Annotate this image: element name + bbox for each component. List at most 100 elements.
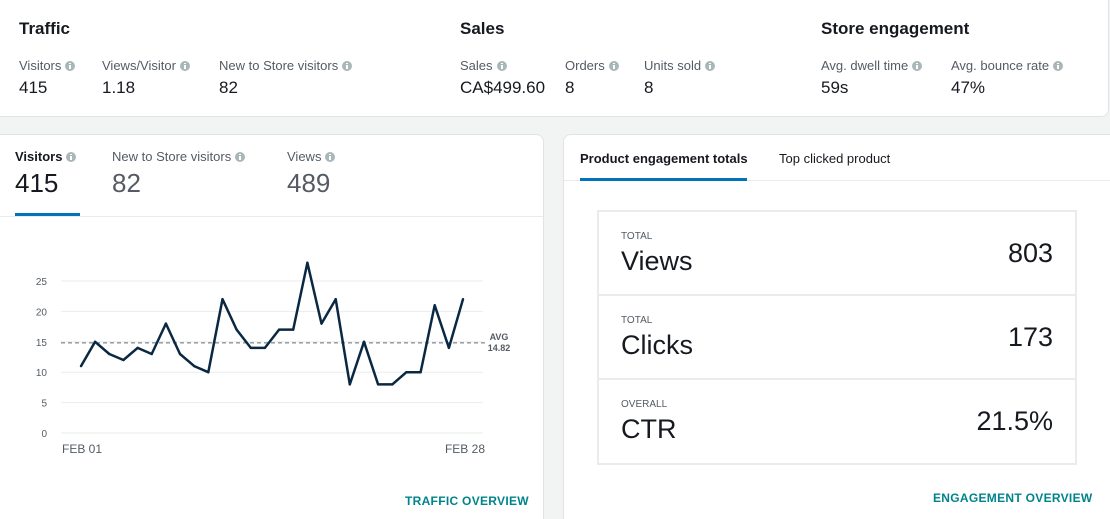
metric-value: 59s <box>821 78 849 97</box>
data-point <box>320 322 323 325</box>
metric-orders: Orders 8 <box>565 58 619 98</box>
y-tick-label: 0 <box>41 429 47 440</box>
visitors-series-line <box>79 261 465 386</box>
data-point <box>362 340 366 343</box>
data-point <box>164 322 168 325</box>
metric-value: 8 <box>644 78 654 97</box>
sales-section-title: Sales <box>460 19 505 38</box>
data-point <box>249 346 252 350</box>
metric-value: 82 <box>219 78 238 97</box>
metric-label: Units sold <box>644 58 702 73</box>
data-point <box>292 328 295 331</box>
total-eyebrow: TOTAL <box>621 231 653 242</box>
metric-label: Visitors <box>19 58 62 73</box>
tab-value: 415 <box>15 168 59 198</box>
store-engagement-section-title: Store engagement <box>821 19 970 38</box>
total-row-ctr: OVERALL CTR 21.5% <box>599 380 1075 464</box>
totals-box: TOTAL Views 803 TOTAL Clicks 173 OVERALL… <box>597 210 1077 465</box>
total-row-views: TOTAL Views 803 <box>599 212 1075 296</box>
data-point <box>306 261 309 264</box>
metric-label: Orders <box>565 58 605 73</box>
tab-new-to-store-visitors[interactable]: New to Store visitors 82 <box>112 149 246 199</box>
tab-views[interactable]: Views 489 <box>287 149 336 199</box>
metric-label: Sales <box>460 58 493 73</box>
metric-value: 415 <box>19 78 48 97</box>
data-point <box>461 298 465 301</box>
metric-value: 8 <box>565 78 575 97</box>
data-point <box>277 328 281 331</box>
metric-value: 47% <box>951 78 986 97</box>
total-eyebrow: TOTAL <box>621 315 653 326</box>
tab-product-engagement-totals[interactable]: Product engagement totals <box>580 151 748 166</box>
data-point <box>334 298 337 301</box>
info-icon[interactable] <box>496 60 507 71</box>
info-icon[interactable] <box>1053 60 1064 71</box>
tab-label: Views <box>287 149 322 164</box>
info-icon[interactable] <box>235 151 246 162</box>
data-point <box>79 364 83 368</box>
avg-value-label: 14.82 <box>488 343 511 353</box>
info-icon[interactable] <box>66 151 77 162</box>
active-tab-indicator <box>580 178 747 181</box>
data-point <box>263 346 267 350</box>
data-point <box>221 298 224 301</box>
tab-value: 489 <box>287 168 331 198</box>
metric-value: 1.18 <box>102 78 136 97</box>
data-point <box>405 371 408 374</box>
data-point <box>178 352 182 356</box>
y-tick-label: 5 <box>41 399 47 410</box>
info-icon[interactable] <box>705 60 716 71</box>
total-row-clicks: TOTAL Clicks 173 <box>599 296 1075 380</box>
data-point <box>192 364 196 368</box>
traffic-overview-link[interactable]: TRAFFIC OVERVIEW <box>405 494 529 508</box>
x-tick-label-start: FEB 01 <box>62 442 102 456</box>
metric-new-to-store-visitors: New to Store visitors 82 <box>219 58 353 98</box>
x-tick-label-end: FEB 28 <box>445 442 485 456</box>
data-point <box>447 346 451 350</box>
info-icon[interactable] <box>342 60 353 71</box>
metric-label: New to Store visitors <box>219 58 339 73</box>
tab-label: Visitors <box>15 149 63 164</box>
data-point <box>419 371 422 374</box>
metric-avg-bounce-rate: Avg. bounce rate 47% <box>951 58 1064 98</box>
tab-top-clicked-product[interactable]: Top clicked product <box>779 151 891 166</box>
engagement-card: Product engagement totals Top clicked pr… <box>563 134 1110 519</box>
active-tab-indicator <box>15 213 80 216</box>
data-point <box>136 346 139 350</box>
total-value: 803 <box>1007 238 1053 268</box>
traffic-card: Visitors 415 New to Store visitors 82 Vi… <box>0 134 544 519</box>
data-point <box>150 352 153 356</box>
info-icon[interactable] <box>912 60 923 71</box>
info-icon[interactable] <box>65 60 76 71</box>
total-name: Views <box>621 246 693 276</box>
data-point <box>108 352 111 356</box>
tab-label: New to Store visitors <box>112 149 232 164</box>
traffic-tab-strip: Visitors 415 New to Store visitors 82 Vi… <box>0 135 543 217</box>
metric-views-per-visitor: Views/Visitor 1.18 <box>102 58 190 98</box>
metric-visitors: Visitors 415 <box>19 58 76 98</box>
traffic-section-title: Traffic <box>19 19 71 38</box>
engagement-overview-link[interactable]: ENGAGEMENT OVERVIEW <box>933 491 1093 505</box>
info-icon[interactable] <box>325 151 336 162</box>
tab-value: 82 <box>112 168 141 198</box>
metric-label: Avg. dwell time <box>821 58 909 73</box>
metric-value: CA$499.60 <box>460 78 546 97</box>
info-icon[interactable] <box>608 60 619 71</box>
data-point <box>348 383 352 386</box>
data-point <box>376 383 380 386</box>
visitors-line-chart: 0 5 10 15 20 25 FEB 01 FEB 28 AVG 14.82 <box>0 217 545 497</box>
data-point <box>207 371 210 374</box>
total-name: Clicks <box>621 330 693 360</box>
total-value: 21.5% <box>976 406 1053 436</box>
engagement-tab-strip <box>564 135 1110 181</box>
total-eyebrow: OVERALL <box>621 399 668 410</box>
data-point <box>93 340 97 343</box>
y-tick-label: 10 <box>36 368 48 379</box>
tab-visitors[interactable]: Visitors 415 <box>15 149 77 199</box>
metric-label: Views/Visitor <box>102 58 176 73</box>
info-icon[interactable] <box>179 60 190 71</box>
summary-card: Traffic Visitors 415 Views/Visitor 1.18 … <box>0 0 1109 117</box>
avg-label: AVG <box>490 332 509 342</box>
y-tick-label: 20 <box>36 307 48 318</box>
